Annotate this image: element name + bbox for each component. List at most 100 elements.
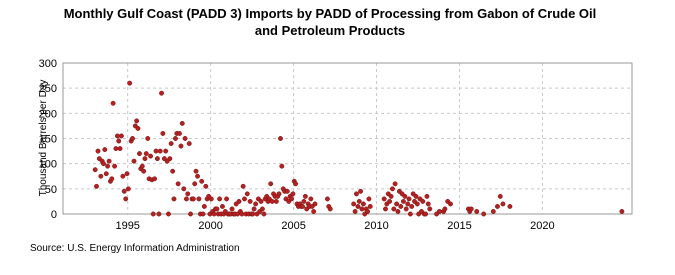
x-tick-label: 2015: [447, 220, 471, 232]
data-point: [120, 173, 126, 179]
x-tick-label: 2005: [281, 220, 305, 232]
data-point: [113, 146, 119, 152]
data-point: [112, 163, 118, 169]
data-point: [109, 176, 115, 182]
data-point: [183, 196, 189, 202]
data-point: [137, 151, 142, 157]
data-point: [214, 206, 220, 212]
data-point: [442, 206, 448, 212]
data-point: [394, 201, 400, 207]
data-point: [103, 171, 109, 177]
data-point: [117, 146, 123, 152]
data-point: [406, 196, 412, 202]
data-point: [253, 201, 259, 207]
data-point: [131, 158, 137, 164]
data-point: [413, 193, 419, 199]
data-point: [365, 209, 371, 214]
x-tick-label: 2020: [530, 220, 554, 232]
data-point: [135, 125, 141, 131]
data-point: [302, 193, 308, 199]
data-point: [163, 148, 169, 154]
data-point: [324, 196, 330, 202]
y-tick-label: 100: [39, 159, 57, 171]
data-point: [273, 198, 279, 204]
data-point: [173, 136, 178, 141]
data-point: [139, 163, 145, 169]
data-point: [247, 198, 253, 204]
data-point: [490, 209, 496, 214]
data-point: [308, 196, 314, 202]
data-point: [193, 168, 199, 174]
data-point: [269, 198, 275, 204]
data-point: [105, 163, 111, 169]
data-point: [390, 186, 395, 192]
data-point: [195, 173, 200, 179]
data-point: [356, 198, 362, 204]
data-point: [141, 168, 147, 174]
data-point: [278, 136, 283, 141]
data-point: [201, 204, 207, 209]
data-point: [403, 206, 409, 212]
data-point: [327, 206, 333, 212]
data-point: [224, 196, 230, 202]
source-note: Source: U.S. Energy Information Administ…: [30, 243, 240, 254]
data-point: [217, 196, 223, 202]
data-point: [276, 191, 282, 197]
data-point: [407, 211, 413, 217]
data-point: [153, 148, 159, 154]
data-point: [203, 183, 209, 189]
data-point: [352, 209, 358, 214]
data-point: [311, 209, 317, 214]
data-point: [181, 186, 187, 192]
y-tick-label: 0: [51, 209, 57, 221]
data-point: [166, 211, 171, 217]
data-point: [289, 196, 295, 202]
data-point: [154, 156, 160, 162]
x-tick-label: 2010: [364, 220, 388, 232]
data-point: [351, 201, 357, 207]
data-point: [354, 191, 359, 197]
data-point: [148, 153, 154, 159]
data-point: [427, 206, 433, 212]
data-point: [185, 191, 191, 197]
data-point: [366, 196, 372, 202]
data-point: [152, 176, 158, 182]
data-point: [182, 136, 188, 141]
data-point: [300, 204, 305, 209]
data-point: [175, 181, 181, 187]
data-point: [168, 141, 174, 146]
data-point: [236, 198, 242, 204]
data-point: [367, 204, 373, 209]
data-point: [268, 181, 274, 187]
data-point: [190, 196, 196, 202]
data-point: [500, 201, 506, 207]
data-point: [134, 118, 140, 124]
y-tick-label: 300: [39, 58, 57, 70]
data-point: [192, 181, 198, 187]
data-point: [244, 191, 250, 197]
data-point: [130, 136, 135, 141]
data-point: [157, 148, 163, 154]
data-point: [259, 206, 265, 212]
data-point: [145, 136, 151, 141]
data-point: [211, 211, 217, 217]
data-point: [392, 181, 398, 187]
data-point: [229, 206, 235, 212]
x-tick-label: 2000: [198, 220, 222, 232]
data-point: [179, 120, 185, 126]
data-point: [383, 206, 388, 212]
data-point: [387, 198, 393, 204]
data-point: [208, 196, 214, 202]
data-point: [123, 196, 129, 202]
data-point: [186, 141, 192, 146]
data-point: [402, 193, 408, 199]
data-point: [143, 151, 149, 157]
data-point: [619, 209, 625, 214]
data-point: [200, 211, 206, 217]
data-point: [116, 138, 122, 144]
data-point: [92, 167, 98, 173]
data-point: [423, 211, 429, 217]
data-point: [94, 183, 99, 189]
